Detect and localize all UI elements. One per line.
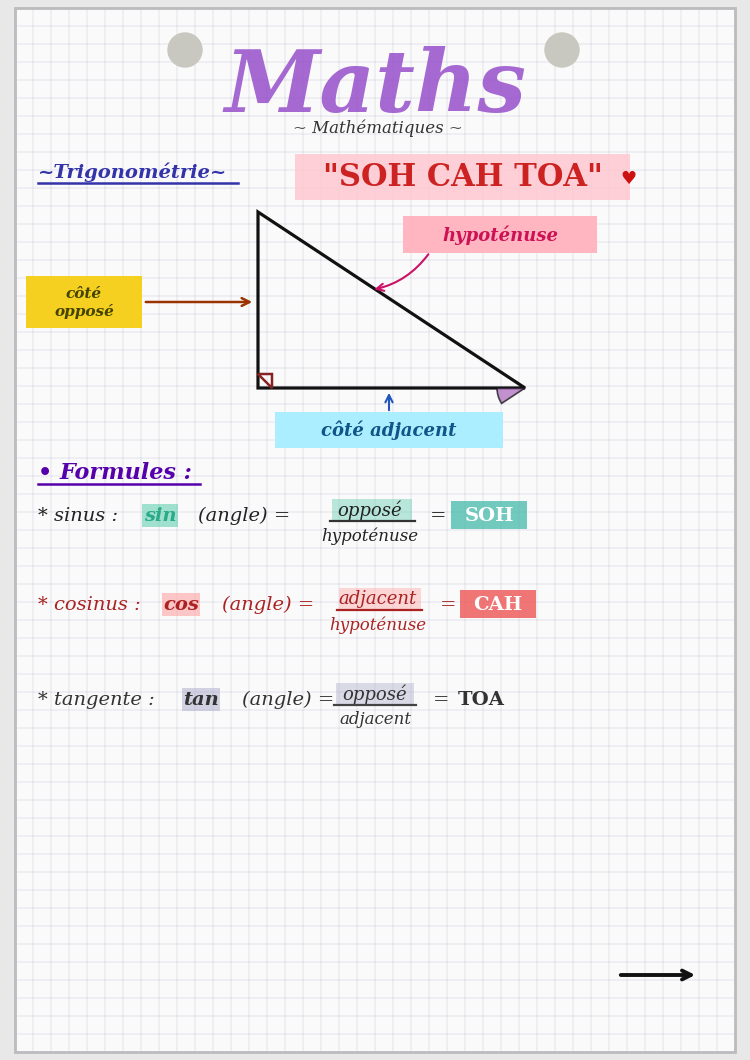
Text: Maths: Maths	[224, 47, 526, 129]
Circle shape	[545, 33, 579, 67]
FancyBboxPatch shape	[336, 683, 414, 705]
Text: hypoténuse: hypoténuse	[442, 226, 558, 245]
Text: =: =	[433, 691, 449, 709]
FancyBboxPatch shape	[142, 504, 178, 527]
FancyBboxPatch shape	[275, 412, 503, 448]
Text: opposé: opposé	[338, 500, 402, 519]
Text: sin: sin	[144, 507, 176, 525]
Text: CAH: CAH	[473, 596, 523, 614]
FancyBboxPatch shape	[26, 276, 142, 328]
Text: * sinus :: * sinus :	[38, 507, 119, 525]
Text: SOH: SOH	[464, 507, 514, 525]
Text: =: =	[430, 507, 446, 525]
Text: tan: tan	[183, 691, 219, 709]
Text: ♥: ♥	[620, 170, 636, 188]
Text: ~ Mathématiques ~: ~ Mathématiques ~	[293, 120, 463, 137]
Text: cos: cos	[163, 596, 199, 614]
Text: adjacent: adjacent	[339, 590, 417, 608]
Text: hypoténuse: hypoténuse	[329, 616, 427, 634]
Text: "SOH CAH TOA": "SOH CAH TOA"	[323, 162, 603, 194]
FancyBboxPatch shape	[403, 216, 597, 253]
Text: (angle) =: (angle) =	[222, 596, 314, 614]
FancyBboxPatch shape	[182, 688, 220, 711]
FancyBboxPatch shape	[460, 590, 536, 618]
FancyBboxPatch shape	[162, 593, 200, 616]
Text: opposé: opposé	[343, 685, 407, 704]
Text: * cosinus :: * cosinus :	[38, 596, 141, 614]
Text: (angle) =: (angle) =	[198, 507, 290, 525]
Text: ~Trigonométrie~: ~Trigonométrie~	[38, 162, 227, 181]
Text: (angle) =: (angle) =	[242, 691, 334, 709]
FancyBboxPatch shape	[332, 499, 412, 522]
FancyBboxPatch shape	[451, 501, 527, 529]
Text: =: =	[440, 596, 456, 614]
Circle shape	[168, 33, 202, 67]
FancyBboxPatch shape	[295, 154, 630, 200]
Text: adjacent: adjacent	[339, 711, 411, 728]
Text: • Formules :: • Formules :	[38, 462, 192, 484]
FancyBboxPatch shape	[339, 588, 421, 610]
Text: * tangente :: * tangente :	[38, 691, 154, 709]
Text: hypoténuse: hypoténuse	[322, 527, 419, 545]
Text: côté adjacent: côté adjacent	[321, 420, 457, 440]
Text: TOA: TOA	[458, 691, 505, 709]
Wedge shape	[497, 388, 525, 404]
Text: côté
opposé: côté opposé	[54, 286, 114, 319]
